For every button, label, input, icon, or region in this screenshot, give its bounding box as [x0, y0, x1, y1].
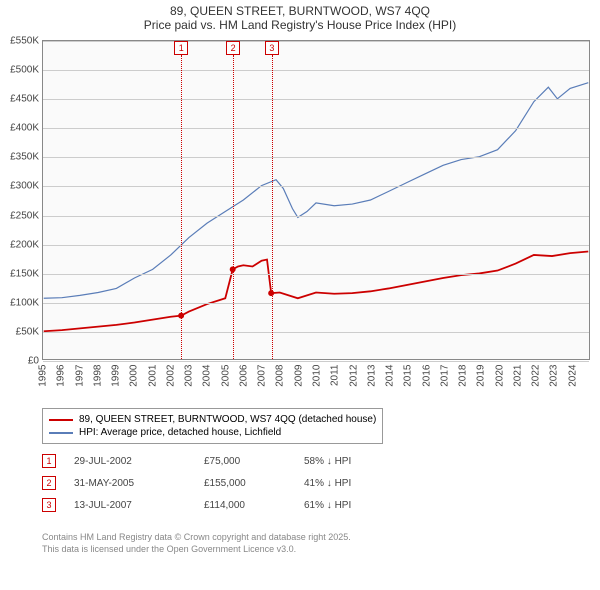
sale-marker-box: 1	[174, 41, 188, 55]
sale-marker-vline	[181, 55, 182, 359]
legend-row: HPI: Average price, detached house, Lich…	[49, 426, 376, 439]
gridline-h	[43, 157, 589, 158]
x-axis-tick-label: 2017	[439, 365, 450, 391]
x-axis-tick-label: 2023	[549, 365, 560, 391]
marker-table-delta: 41% ↓ HPI	[304, 478, 404, 489]
gridline-h	[43, 216, 589, 217]
gridline-h	[43, 128, 589, 129]
legend-swatch	[49, 432, 73, 434]
x-axis-tick-label: 2013	[366, 365, 377, 391]
y-axis-tick-label: £450K	[10, 94, 43, 105]
gridline-h	[43, 303, 589, 304]
x-axis-tick-label: 2004	[202, 365, 213, 391]
title-line-1: 89, QUEEN STREET, BURNTWOOD, WS7 4QQ	[0, 4, 600, 18]
marker-table-num-box: 2	[42, 476, 56, 490]
marker-table-delta: 61% ↓ HPI	[304, 500, 404, 511]
marker-table-price: £114,000	[204, 500, 304, 511]
x-axis-tick-label: 2022	[531, 365, 542, 391]
x-axis-tick-label: 1999	[111, 365, 122, 391]
x-axis-tick-label: 2024	[567, 365, 578, 391]
y-axis-tick-label: £250K	[10, 210, 43, 221]
sale-marker-vline	[272, 55, 273, 359]
x-axis-tick-label: 2014	[385, 365, 396, 391]
chart-title-block: 89, QUEEN STREET, BURNTWOOD, WS7 4QQ Pri…	[0, 0, 600, 34]
footer-line-1: Contains HM Land Registry data © Crown c…	[42, 532, 351, 544]
legend-label: 89, QUEEN STREET, BURNTWOOD, WS7 4QQ (de…	[79, 414, 376, 425]
marker-table-num-box: 3	[42, 498, 56, 512]
gridline-h	[43, 99, 589, 100]
x-axis-tick-label: 2020	[494, 365, 505, 391]
marker-table-num-box: 1	[42, 454, 56, 468]
legend-swatch	[49, 419, 73, 421]
x-axis-tick-label: 2005	[220, 365, 231, 391]
gridline-h	[43, 274, 589, 275]
y-axis-tick-label: £150K	[10, 268, 43, 279]
x-axis-tick-label: 2018	[458, 365, 469, 391]
marker-table-delta: 58% ↓ HPI	[304, 456, 404, 467]
gridline-h	[43, 245, 589, 246]
legend-row: 89, QUEEN STREET, BURNTWOOD, WS7 4QQ (de…	[49, 413, 376, 426]
title-line-2: Price paid vs. HM Land Registry's House …	[0, 18, 600, 32]
footer-attribution: Contains HM Land Registry data © Crown c…	[42, 532, 351, 555]
x-axis-tick-label: 1997	[74, 365, 85, 391]
x-axis-tick-label: 2019	[476, 365, 487, 391]
x-axis-tick-label: 2010	[312, 365, 323, 391]
marker-table-date: 31-MAY-2005	[74, 478, 204, 489]
marker-table-row: 1 29-JUL-2002£75,00058% ↓ HPI	[42, 450, 404, 472]
marker-table-date: 13-JUL-2007	[74, 500, 204, 511]
y-axis-tick-label: £100K	[10, 297, 43, 308]
sale-marker-vline	[233, 55, 234, 359]
footer-line-2: This data is licensed under the Open Gov…	[42, 544, 351, 556]
sale-markers-table: 1 29-JUL-2002£75,00058% ↓ HPI 2 31-MAY-2005…	[42, 450, 404, 516]
x-axis-tick-label: 2003	[184, 365, 195, 391]
y-axis-tick-label: £50K	[16, 326, 43, 337]
y-axis-tick-label: £300K	[10, 181, 43, 192]
y-axis-tick-label: £200K	[10, 239, 43, 250]
legend: 89, QUEEN STREET, BURNTWOOD, WS7 4QQ (de…	[42, 408, 383, 444]
x-axis-tick-label: 2009	[293, 365, 304, 391]
x-axis-tick-label: 2000	[129, 365, 140, 391]
series-line-price_paid	[44, 251, 589, 331]
y-axis-tick-label: £550K	[10, 36, 43, 47]
y-axis-tick-label: £350K	[10, 152, 43, 163]
sale-marker-box: 2	[226, 41, 240, 55]
gridline-h	[43, 41, 589, 42]
marker-table-row: 3 13-JUL-2007£114,00061% ↓ HPI	[42, 494, 404, 516]
x-axis-tick-label: 1998	[92, 365, 103, 391]
chart-plot-area: £0£50K£100K£150K£200K£250K£300K£350K£400…	[42, 40, 590, 360]
x-axis-tick-label: 2015	[403, 365, 414, 391]
x-axis-tick-label: 2008	[275, 365, 286, 391]
y-axis-tick-label: £500K	[10, 65, 43, 76]
x-axis-tick-label: 2012	[348, 365, 359, 391]
y-axis-tick-label: £400K	[10, 123, 43, 134]
x-axis-tick-label: 2007	[257, 365, 268, 391]
marker-table-row: 2 31-MAY-2005£155,00041% ↓ HPI	[42, 472, 404, 494]
x-axis-tick-label: 2016	[421, 365, 432, 391]
gridline-h	[43, 361, 589, 362]
series-line-hpi	[44, 83, 589, 299]
x-axis-tick-label: 1995	[38, 365, 49, 391]
gridline-h	[43, 332, 589, 333]
marker-table-price: £155,000	[204, 478, 304, 489]
x-axis-tick-label: 2021	[512, 365, 523, 391]
x-axis-tick-label: 2002	[165, 365, 176, 391]
x-axis-tick-label: 2001	[147, 365, 158, 391]
gridline-h	[43, 70, 589, 71]
legend-label: HPI: Average price, detached house, Lich…	[79, 427, 281, 438]
x-axis-tick-label: 1996	[56, 365, 67, 391]
x-axis-tick-label: 2011	[330, 365, 341, 391]
chart-svg	[43, 41, 589, 359]
sale-marker-box: 3	[265, 41, 279, 55]
x-axis-tick-label: 2006	[238, 365, 249, 391]
marker-table-price: £75,000	[204, 456, 304, 467]
gridline-h	[43, 186, 589, 187]
marker-table-date: 29-JUL-2002	[74, 456, 204, 467]
